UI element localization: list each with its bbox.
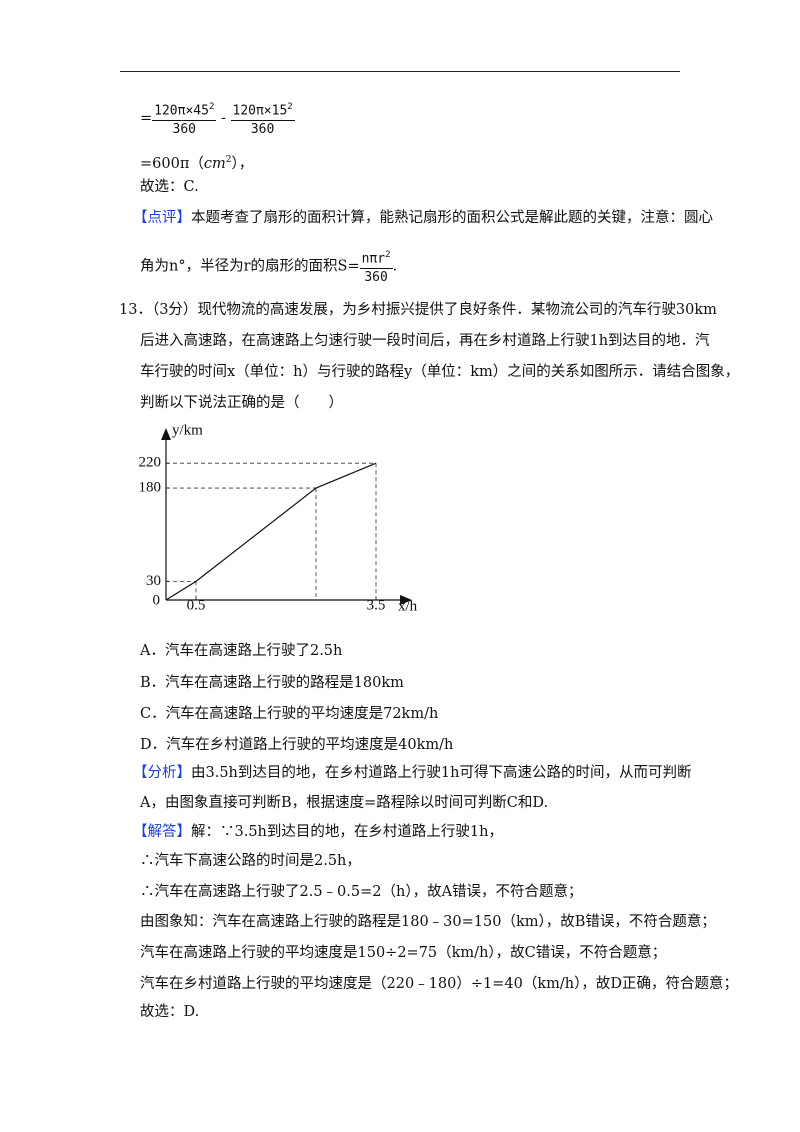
- option: C．汽车在高速路上行驶的平均速度是72km/h: [140, 706, 439, 722]
- text: 360: [172, 122, 196, 138]
- text: ），: [231, 155, 254, 172]
- text: 2: [287, 102, 293, 112]
- y-tick-label: 0: [153, 592, 161, 608]
- x-axis-label: x/h: [398, 598, 418, 614]
- answer-line: 汽车在高速路上行驶的平均速度是150÷2=75（km/h），故C错误，不符合题意…: [140, 945, 667, 961]
- answer-line: ∴汽车在高速路上行驶了2.5﹣0.5=2（h），故A错误，不符合题意；: [140, 884, 583, 900]
- top-rule: [120, 71, 680, 72]
- x-tick-label: 3.5: [367, 597, 386, 613]
- option: D．汽车在乡村道路上行驶的平均速度是40km/h: [140, 737, 454, 753]
- question-line: 13．（3分）现代物流的高速发展，为乡村振兴提供了良好条件．某物流公司的汽车行驶…: [119, 300, 717, 320]
- fraction: 120π×152 360: [230, 98, 295, 139]
- text: 360: [364, 270, 388, 286]
- fraction: 120π×452 360: [152, 98, 217, 139]
- text: .: [392, 258, 398, 275]
- y-tick-label: 30: [146, 573, 161, 589]
- text: 2: [385, 250, 391, 260]
- answer-line: 故选：D.: [140, 1004, 200, 1020]
- text: 解：∵3.5h到达目的地，在乡村道路上行驶1h，: [191, 824, 503, 840]
- tag: 【分析】: [133, 765, 191, 781]
- answer-line: 汽车在乡村道路上行驶的平均速度是（220﹣180）÷1=40（km/h），故D正…: [140, 976, 738, 992]
- y-tick-label: 220: [139, 455, 162, 471]
- answer-line: 由图象知：汽车在高速路上行驶的路程是180﹣30=150（km），故B错误，不符…: [140, 914, 716, 930]
- choice: 故选：C.: [140, 179, 199, 195]
- option: A．汽车在高速路上行驶了2.5h: [140, 643, 343, 659]
- y-axis-label: y/km: [172, 422, 203, 438]
- text: 2: [208, 102, 215, 112]
- y-arrow: [161, 428, 171, 440]
- tag: 【解答】: [133, 824, 191, 840]
- fraction: nπr2 360: [359, 246, 393, 287]
- text: nπr: [361, 251, 386, 267]
- x-tick-label: 0.5: [187, 597, 206, 613]
- text: 360: [250, 122, 275, 138]
- question-line: 判断以下说法正确的是（ ）: [140, 395, 343, 411]
- text: =600π（: [140, 155, 204, 172]
- tag: 【点评】: [133, 210, 191, 226]
- question-line: 车行驶的时间x（单位：h）与行驶的路程y（单位：km）之间的关系如图所示．请结合…: [140, 364, 740, 380]
- question-number: 13．（3分）: [119, 302, 198, 318]
- text: 120π×15: [232, 103, 288, 119]
- answer: 【解答】解：∵3.5h到达目的地，在乡村道路上行驶1h，: [133, 822, 503, 842]
- option: B．汽车在高速路上行驶的路程是180km: [140, 675, 404, 691]
- text: cm: [203, 155, 226, 172]
- text: 本题考查了扇形的面积计算，能熟记扇形的面积公式是解此题的关键，注意：圆心: [191, 210, 713, 226]
- answer-line: ∴汽车下高速公路的时间是2.5h，: [140, 853, 361, 869]
- question-line: 后进入高速路，在高速路上匀速行驶一段时间后，再在乡村道路上行驶1h到达目的地．汽: [140, 333, 710, 349]
- text: -: [220, 110, 226, 127]
- text: =: [140, 110, 153, 127]
- text: 角为n°，半径为r的扇形的面积S=: [140, 258, 360, 275]
- analysis: 【分析】由3.5h到达目的地，在乡村道路上行驶1h可得下高速公路的时间，从而可判…: [133, 763, 691, 783]
- analysis-line: A，由图象直接可判断B，根据速度=路程除以时间可判断C和D.: [140, 795, 549, 811]
- text: 120π×45: [154, 103, 209, 119]
- formula: = 120π×452 360 - 120π×152 360: [140, 98, 295, 139]
- y-tick-label: 180: [139, 480, 162, 496]
- comment: 【点评】本题考查了扇形的面积计算，能熟记扇形的面积公式是解此题的关键，注意：圆心: [133, 208, 713, 228]
- comment-line: 角为n°，半径为r的扇形的面积S= nπr2 360.: [140, 246, 397, 287]
- x-arrow: [400, 595, 412, 605]
- text: 现代物流的高速发展，为乡村振兴提供了良好条件．某物流公司的汽车行驶30km: [197, 302, 717, 318]
- text: 2: [225, 155, 232, 165]
- text: 由3.5h到达目的地，在乡村道路上行驶1h可得下高速公路的时间，从而可判断: [191, 765, 692, 781]
- result: =600π（cm2），: [140, 150, 253, 174]
- line: [165, 462, 377, 601]
